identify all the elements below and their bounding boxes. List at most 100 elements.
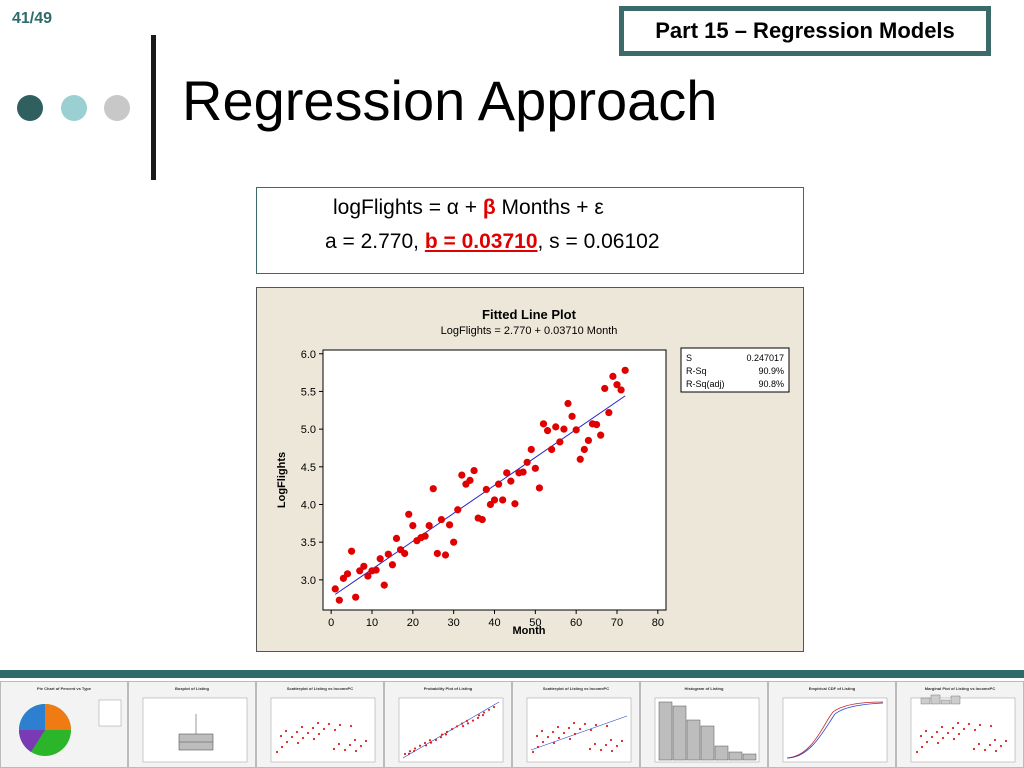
x-tick-label: 40	[488, 617, 500, 629]
slide-number: 41/49	[12, 10, 53, 27]
thumbnail-slide[interactable]: Marginal Plot of Listing vs IncomePC	[896, 681, 1024, 768]
data-point	[539, 420, 548, 428]
data-point	[372, 566, 380, 574]
data-point	[343, 570, 352, 578]
data-point	[470, 466, 478, 475]
data-point	[478, 515, 486, 524]
data-point	[441, 551, 450, 559]
equation-box: logFlights = α + β Months + ε a = 2.770,…	[256, 187, 804, 274]
thumbnail-preview-icon	[18, 699, 122, 756]
thumbnail-preview-icon	[270, 697, 376, 763]
part-label: Part 15 – Regression Models	[624, 11, 986, 51]
data-point	[335, 596, 343, 604]
decor-dot-2	[61, 95, 87, 121]
data-point	[543, 427, 552, 435]
chart-title: Fitted Line Plot	[482, 307, 577, 322]
y-tick-label: 3.0	[301, 575, 316, 587]
decor-dot-3	[104, 95, 130, 121]
data-point	[576, 455, 584, 463]
thumbnail-strip: Pie Chart of Percent vs Type Boxplot of L…	[0, 681, 1024, 768]
thumbnail-preview-icon	[910, 694, 1016, 763]
fitted-line-plot: Fitted Line Plot LogFlights = 2.770 + 0.…	[256, 287, 804, 652]
model-eq-suffix: Months + ε	[495, 196, 604, 219]
stats-value: 90.8%	[758, 379, 784, 389]
y-tick-label: 5.5	[301, 386, 316, 398]
thumbnail-title: Histogram of Listing	[684, 686, 724, 691]
thumbnail-slide[interactable]: Histogram of Listing	[640, 681, 768, 768]
data-points	[331, 366, 629, 604]
data-point	[592, 421, 601, 429]
data-point	[605, 408, 613, 417]
estimate-b: b = 0.03710	[424, 230, 538, 253]
x-tick-label: 0	[328, 617, 334, 629]
decor-dot-1	[17, 95, 43, 121]
thumbnail-title: Pie Chart of Percent vs Type	[37, 686, 91, 691]
y-tick-label: 5.0	[301, 424, 316, 436]
stats-label: S	[686, 353, 692, 363]
data-point	[409, 521, 417, 530]
stats-label: R-Sq	[686, 366, 707, 376]
data-point	[572, 426, 580, 434]
data-point	[352, 593, 360, 601]
data-point	[564, 399, 572, 408]
data-point	[445, 521, 454, 529]
data-point	[429, 485, 437, 493]
data-point	[568, 412, 576, 420]
slide-title: Regression Approach	[182, 69, 718, 132]
x-tick-label: 50	[529, 617, 541, 629]
data-point	[482, 485, 490, 494]
data-point	[360, 562, 368, 570]
part-label-box: Part 15 – Regression Models	[619, 6, 991, 56]
data-point	[609, 372, 617, 380]
thumbnail-title: Empirical CDF of Listing	[808, 686, 856, 691]
data-point	[556, 438, 564, 446]
data-point	[401, 549, 409, 558]
data-point	[519, 468, 527, 476]
title-divider	[151, 35, 156, 180]
stats-value: 0.247017	[746, 353, 784, 363]
plot-area	[322, 349, 667, 611]
thumbnail-slide[interactable]: Scatterplot of Listing vs IncomePC	[256, 681, 384, 768]
data-point	[503, 469, 511, 477]
model-eq-prefix: logFlights = α +	[333, 196, 483, 219]
data-point	[458, 471, 466, 479]
data-point	[494, 480, 503, 488]
data-point	[584, 436, 593, 445]
data-point	[392, 534, 401, 543]
thumbnail-slide[interactable]: Probability Plot of Listing	[384, 681, 512, 768]
stats-box: S 0.247017 R-Sq 90.9% R-Sq(adj) 90.8%	[680, 347, 790, 393]
beta-symbol: β	[482, 196, 496, 219]
data-point	[535, 484, 544, 492]
data-point	[433, 549, 441, 558]
thumbnail-slide[interactable]: Boxplot of Listing	[128, 681, 256, 768]
data-point	[601, 384, 609, 393]
y-tick-label: 4.5	[301, 462, 316, 474]
data-point	[380, 581, 388, 589]
y-tick-label: 4.0	[301, 499, 316, 511]
x-tick-label: 10	[366, 617, 378, 629]
y-axis-label: LogFlights	[276, 452, 288, 508]
x-tick-label: 70	[611, 617, 623, 629]
data-point	[552, 423, 560, 431]
data-point	[437, 515, 446, 524]
data-point	[507, 477, 515, 485]
thumbnail-slide[interactable]: Pie Chart of Percent vs Type	[0, 681, 128, 768]
data-point	[450, 538, 458, 546]
footer-bar	[0, 670, 1024, 678]
thumbnail-preview-icon	[526, 697, 632, 763]
x-tick-label: 80	[652, 617, 664, 629]
data-point	[388, 561, 397, 569]
estimate-a: a = 2.770,	[325, 230, 425, 253]
x-tick-label: 30	[448, 617, 460, 629]
thumbnail-slide[interactable]: Scatterplot of Listing vs IncomePC	[512, 681, 640, 768]
data-point	[425, 521, 433, 530]
estimate-equation: a = 2.770, b = 0.03710, s = 0.06102	[325, 230, 660, 254]
chart-svg: Fitted Line Plot LogFlights = 2.770 + 0.…	[276, 307, 790, 637]
data-point	[597, 431, 605, 439]
data-point	[421, 532, 429, 540]
data-point	[560, 425, 568, 433]
thumbnail-slide[interactable]: Empirical CDF of Listing	[768, 681, 896, 768]
data-point	[613, 381, 621, 389]
data-point	[580, 445, 588, 454]
stats-rows: S 0.247017 R-Sq 90.9% R-Sq(adj) 90.8%	[686, 353, 784, 389]
